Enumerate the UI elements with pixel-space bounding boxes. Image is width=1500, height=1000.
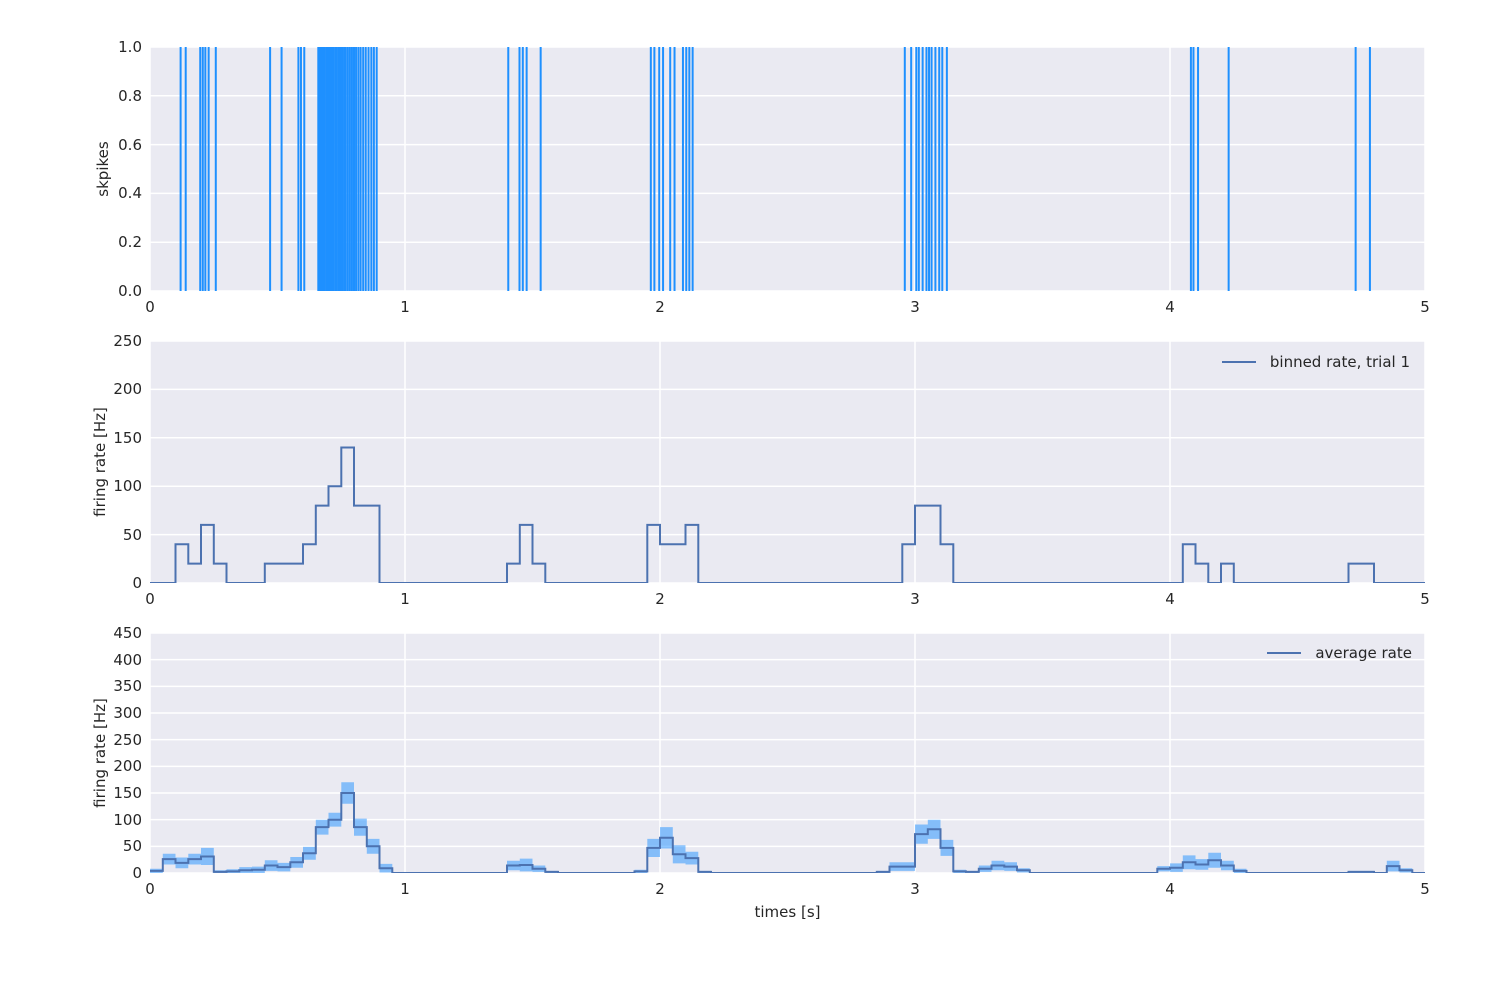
x-tick-label: 1 (400, 298, 410, 316)
average-rate-legend: average rate (1267, 644, 1412, 662)
x-tick-label: 2 (655, 590, 665, 608)
x-tick-label: 2 (655, 298, 665, 316)
legend-label: binned rate, trial 1 (1269, 353, 1410, 371)
y-tick-label: 50 (122, 837, 142, 856)
x-tick-label: 3 (910, 880, 920, 898)
y-tick-label: 350 (113, 677, 142, 696)
x-tick-label: 0 (145, 590, 155, 608)
y-tick-label: 200 (113, 757, 142, 776)
binned-rate-ylabel: firing rate [Hz] (91, 407, 109, 517)
legend-line-sample (1267, 652, 1302, 654)
binned-rate-plot-canvas (150, 341, 1425, 583)
y-tick-label: 0.2 (118, 233, 142, 252)
x-tick-label: 5 (1420, 590, 1430, 608)
x-tick-label: 4 (1165, 590, 1175, 608)
y-tick-label: 0.6 (118, 135, 142, 154)
y-tick-label: 150 (113, 784, 142, 802)
y-tick-label: 0 (132, 864, 142, 882)
binned-rate-step-line (150, 446, 1425, 583)
x-tick-label: 3 (910, 298, 920, 316)
x-tick-label: 0 (145, 880, 155, 898)
x-tick-label: 0 (145, 298, 155, 316)
x-tick-label: 4 (1165, 880, 1175, 898)
x-tick-label: 1 (400, 590, 410, 608)
y-tick-label: 100 (113, 810, 142, 829)
y-tick-label: 1.0 (118, 38, 142, 56)
x-axis-label: times [s] (754, 903, 821, 921)
x-tick-label: 1 (400, 880, 410, 898)
y-tick-label: 300 (113, 704, 142, 722)
y-tick-label: 0.4 (118, 184, 142, 203)
x-tick-label: 4 (1165, 298, 1175, 316)
x-tick-label: 5 (1420, 298, 1430, 316)
average-rate-plot-canvas (150, 633, 1425, 873)
y-tick-label: 100 (113, 477, 142, 496)
binned-rate-subplot: firing rate [Hz] binned rate, trial 1 0 5… (91, 333, 1430, 607)
y-tick-label: 150 (113, 428, 142, 447)
y-tick-label: 0.0 (118, 282, 142, 300)
y-tick-label: 400 (113, 650, 142, 669)
y-tick-label: 250 (113, 730, 142, 749)
y-tick-label: 50 (122, 525, 142, 544)
y-tick-label: 200 (113, 380, 142, 399)
average-rate-subplot: firing rate [Hz] average rate times [s] … (91, 625, 1430, 921)
legend-label: average rate (1315, 644, 1412, 662)
x-tick-label: 2 (655, 880, 665, 898)
confidence-band (150, 782, 1425, 873)
raster-subplot: skpikes 0.0 0.2 0.4 0.6 0.8 1.0 0 1 2 3 4 5 (94, 39, 1430, 315)
raster-plot-canvas (150, 47, 1425, 291)
y-tick-label: 250 (113, 332, 142, 350)
y-tick-label: 0 (132, 574, 142, 592)
x-tick-label: 3 (910, 590, 920, 608)
binned-rate-legend: binned rate, trial 1 (1221, 353, 1410, 371)
y-tick-label: 0.8 (118, 86, 142, 105)
legend-line-sample (1221, 361, 1256, 363)
average-rate-line (150, 792, 1425, 873)
axes-background (150, 341, 1425, 583)
x-tick-label: 5 (1420, 880, 1430, 898)
y-tick-label: 450 (113, 624, 142, 642)
axes-background (150, 633, 1425, 873)
